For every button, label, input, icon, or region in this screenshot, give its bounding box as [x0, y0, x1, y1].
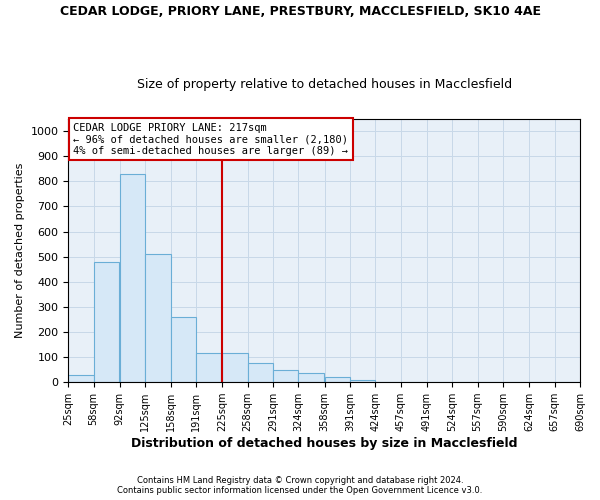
Bar [248, 364, 273, 382]
Text: Contains HM Land Registry data © Crown copyright and database right 2024.
Contai: Contains HM Land Registry data © Crown c… [118, 476, 482, 495]
Text: CEDAR LODGE PRIORY LANE: 217sqm
← 96% of detached houses are smaller (2,180)
4% : CEDAR LODGE PRIORY LANE: 217sqm ← 96% of… [73, 122, 349, 156]
Bar [298, 374, 324, 382]
Bar [222, 354, 248, 382]
Bar [325, 377, 350, 382]
Title: Size of property relative to detached houses in Macclesfield: Size of property relative to detached ho… [137, 78, 512, 91]
Bar [145, 254, 170, 382]
Bar [68, 375, 94, 382]
Bar [170, 317, 196, 382]
Bar [196, 354, 221, 382]
Bar [350, 380, 376, 382]
Text: CEDAR LODGE, PRIORY LANE, PRESTBURY, MACCLESFIELD, SK10 4AE: CEDAR LODGE, PRIORY LANE, PRESTBURY, MAC… [59, 5, 541, 18]
Y-axis label: Number of detached properties: Number of detached properties [15, 162, 25, 338]
X-axis label: Distribution of detached houses by size in Macclesfield: Distribution of detached houses by size … [131, 437, 517, 450]
Bar [120, 174, 145, 382]
Bar [273, 370, 298, 382]
Bar [94, 262, 119, 382]
